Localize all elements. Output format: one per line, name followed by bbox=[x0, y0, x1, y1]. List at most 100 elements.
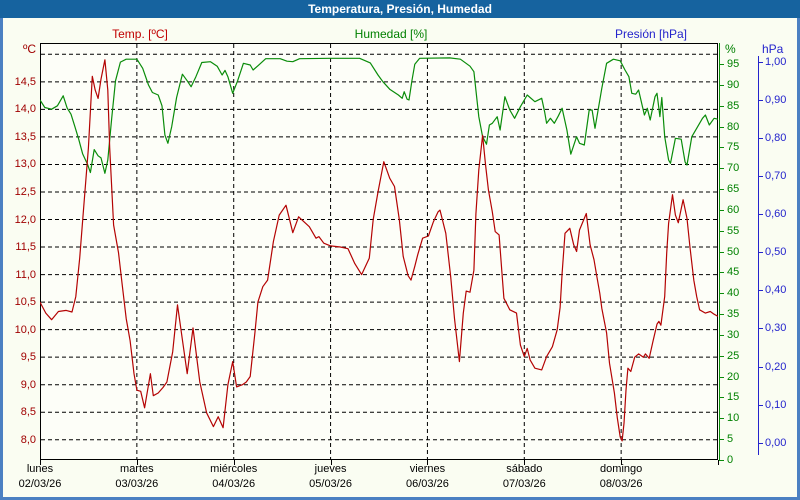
pressure-tick-label: 0,10 bbox=[765, 398, 787, 411]
window-title-bar: Temperatura, Presión, Humedad bbox=[0, 0, 800, 18]
pressure-axis-tick bbox=[758, 252, 763, 254]
humidity-tick-label: 95 bbox=[727, 58, 740, 71]
pressure-axis-tick bbox=[758, 62, 763, 63]
day-name-label: domingo bbox=[600, 463, 643, 475]
day-date-label: 06/03/26 bbox=[406, 478, 449, 490]
humidity-tick-label: 40 bbox=[727, 287, 740, 300]
day-date-label: 03/03/26 bbox=[115, 478, 159, 490]
humidity-tick-label: 15 bbox=[727, 391, 740, 404]
temperature-line bbox=[40, 59, 718, 442]
humidity-axis-tick bbox=[719, 189, 724, 191]
pressure-tick-label: 0,20 bbox=[765, 360, 787, 373]
pressure-axis-line bbox=[758, 56, 759, 455]
temp-tick-label: 14,0 bbox=[14, 103, 36, 116]
day-boundary-tick bbox=[427, 460, 429, 465]
temp-tick-label: 9,0 bbox=[20, 378, 36, 391]
humidity-tick-label: 0 bbox=[727, 454, 734, 466]
pressure-tick-label: 0,80 bbox=[765, 132, 787, 145]
humidity-axis-tick bbox=[719, 168, 724, 170]
humidity-axis-tick bbox=[719, 439, 724, 441]
temp-tick-label: 11,5 bbox=[15, 241, 36, 254]
humidity-tick-label: 25 bbox=[727, 349, 740, 362]
day-date-label: 05/03/26 bbox=[309, 478, 352, 490]
pressure-tick-label: 1,00 bbox=[765, 56, 787, 68]
humidity-axis-line bbox=[719, 43, 720, 460]
humidity-axis-tick bbox=[719, 230, 724, 232]
humidity-axis-tick bbox=[719, 209, 724, 211]
temp-tick-label: 11,0 bbox=[15, 268, 36, 281]
day-name-label: viernes bbox=[409, 463, 446, 475]
humidity-axis-tick bbox=[719, 418, 724, 420]
humidity-tick-label: 20 bbox=[727, 370, 740, 383]
humidity-axis-tick bbox=[719, 397, 724, 399]
pressure-axis-tick bbox=[758, 366, 763, 368]
humidity-tick-label: 55 bbox=[727, 224, 740, 237]
humidity-tick-label: 60 bbox=[727, 203, 740, 216]
humidity-axis-tick bbox=[719, 376, 724, 378]
temp-tick-label: 9,5 bbox=[20, 351, 36, 364]
pressure-tick-label: 0,90 bbox=[765, 94, 787, 107]
pressure-tick-label: 0,60 bbox=[765, 208, 787, 221]
humidity-axis-tick bbox=[719, 355, 724, 357]
day-boundary-tick bbox=[524, 460, 526, 465]
humidity-tick-label: 85 bbox=[727, 99, 740, 112]
pressure-tick-label: 0,70 bbox=[765, 170, 787, 183]
pressure-axis-tick bbox=[758, 214, 763, 216]
day-boundary-tick bbox=[330, 460, 332, 465]
day-date-label: 08/03/26 bbox=[599, 478, 643, 490]
humidity-axis-tick bbox=[719, 460, 724, 461]
temp-tick-label: 10,0 bbox=[14, 323, 36, 336]
humidity-axis-tick bbox=[719, 272, 724, 274]
pressure-axis-tick bbox=[758, 100, 763, 102]
temp-tick-label: 13,0 bbox=[14, 158, 36, 171]
day-boundary-tick bbox=[718, 460, 719, 465]
temp-tick-label: 8,0 bbox=[20, 433, 36, 446]
humidity-axis-tick bbox=[719, 334, 724, 336]
humidity-axis-tick bbox=[719, 105, 724, 107]
pressure-axis-tick bbox=[758, 176, 763, 178]
humidity-tick-label: 30 bbox=[727, 328, 740, 341]
pressure-axis-tick bbox=[758, 328, 763, 330]
pressure-axis-tick bbox=[758, 404, 763, 406]
temperature-series-label: Temp. [ºC] bbox=[112, 27, 168, 41]
day-boundary-tick bbox=[136, 460, 138, 465]
humidity-axis-unit: % bbox=[725, 42, 736, 56]
day-boundary-tick bbox=[621, 460, 623, 465]
pressure-series-label: Presión [hPa] bbox=[614, 27, 688, 41]
humidity-tick-label: 45 bbox=[727, 266, 740, 279]
temp-tick-label: 12,0 bbox=[14, 213, 36, 226]
humidity-tick-label: 75 bbox=[727, 141, 740, 154]
humidity-axis-tick bbox=[719, 84, 724, 86]
humidity-axis-tick bbox=[719, 293, 724, 295]
humidity-axis-tick bbox=[719, 64, 724, 66]
day-date-label: 07/03/26 bbox=[502, 478, 546, 490]
day-name-label: martes bbox=[120, 463, 154, 475]
day-name-label: jueves bbox=[314, 463, 347, 475]
pressure-tick-label: 0,30 bbox=[765, 322, 787, 335]
day-name-label: miércoles bbox=[210, 463, 258, 475]
humidity-tick-label: 35 bbox=[727, 308, 740, 321]
temp-tick-label: 14,5 bbox=[14, 75, 36, 88]
temp-tick-label: 8,5 bbox=[20, 406, 36, 419]
pressure-axis-tick bbox=[758, 442, 763, 444]
humidity-tick-label: 50 bbox=[727, 245, 740, 258]
pressure-tick-label: 0,40 bbox=[765, 284, 787, 297]
day-boundary-tick bbox=[233, 460, 235, 465]
temp-tick-label: 10,5 bbox=[14, 296, 36, 309]
pressure-tick-label: 0,50 bbox=[765, 246, 787, 259]
temp-tick-label: 12,5 bbox=[14, 185, 36, 198]
plot-area bbox=[40, 43, 718, 460]
humidity-tick-label: 90 bbox=[727, 78, 740, 91]
humidity-tick-label: 80 bbox=[727, 120, 740, 133]
humidity-tick-label: 5 bbox=[727, 433, 734, 446]
humidity-axis-tick bbox=[719, 147, 724, 149]
humidity-series-label: Humedad [%] bbox=[354, 27, 428, 41]
temperature-axis-unit: ºC bbox=[22, 42, 36, 56]
humidity-line bbox=[40, 57, 718, 174]
pressure-axis-unit: hPa bbox=[762, 42, 784, 56]
humidity-tick-label: 70 bbox=[727, 162, 740, 175]
humidity-axis-tick bbox=[719, 314, 724, 316]
day-date-label: 04/03/26 bbox=[212, 478, 256, 490]
humidity-tick-label: 10 bbox=[727, 412, 740, 425]
